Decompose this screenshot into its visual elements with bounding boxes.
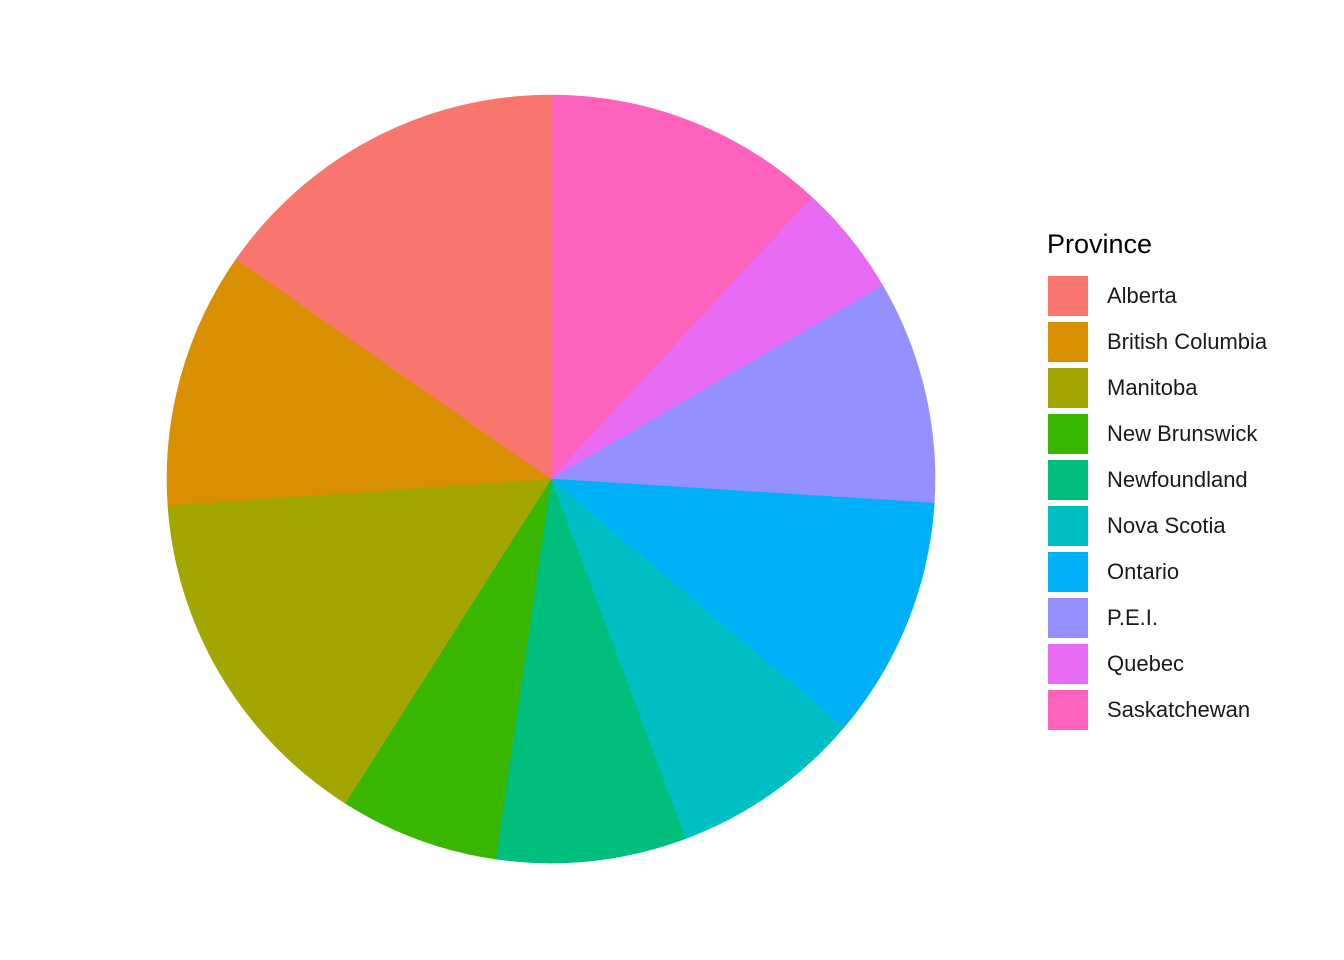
legend-label: Nova Scotia [1107, 513, 1226, 538]
legend-item-new-brunswick: New Brunswick [1047, 411, 1267, 457]
pie-slice-p-e-i [549, 285, 936, 504]
legend-label: Quebec [1107, 651, 1185, 676]
legend-item-saskatchewan: Saskatchewan [1047, 687, 1267, 733]
legend-label: New Brunswick [1107, 421, 1258, 446]
legend-item-p-e-i: P.E.I. [1047, 595, 1267, 641]
pie-slice-alberta [235, 94, 552, 480]
legend-item-newfoundland: Newfoundland [1047, 457, 1267, 503]
legend-item-manitoba: Manitoba [1047, 365, 1267, 411]
pie-slice-manitoba [167, 478, 552, 804]
legend-label: Saskatchewan [1107, 697, 1251, 722]
legend-label: Alberta [1107, 283, 1177, 308]
legend-key-new-brunswick [1047, 413, 1089, 455]
legend: Province Alberta British Columbia Manitoba… [1047, 228, 1267, 733]
legend-label: Ontario [1107, 559, 1180, 584]
legend-label: Newfoundland [1107, 467, 1248, 492]
legend-label: Manitoba [1107, 375, 1198, 400]
legend-key-alberta [1047, 275, 1089, 317]
pie-slice-newfoundland [495, 478, 686, 864]
legend-key-newfoundland [1047, 459, 1089, 501]
legend-items: Alberta British Columbia Manitoba New Bruns… [1047, 273, 1267, 733]
pie-slice-nova-scotia [550, 478, 845, 840]
legend-key-p-e-i [1047, 597, 1089, 639]
legend-key-nova-scotia [1047, 505, 1089, 547]
pie-slice-british-columbia [166, 258, 552, 506]
legend-title: Province [1047, 229, 1153, 259]
pie-slice-saskatchewan [550, 94, 813, 480]
legend-key-quebec [1047, 643, 1089, 685]
legend-item-british-columbia: British Columbia [1047, 319, 1267, 365]
legend-key-ontario [1047, 551, 1089, 593]
legend-item-nova-scotia: Nova Scotia [1047, 503, 1267, 549]
legend-label: P.E.I. [1107, 605, 1158, 630]
pie-slice-new-brunswick [344, 478, 552, 860]
legend-key-british-columbia [1047, 321, 1089, 363]
legend-item-alberta: Alberta [1047, 273, 1267, 319]
legend-label: British Columbia [1107, 329, 1268, 354]
pie-slice-ontario [550, 478, 935, 728]
legend-key-manitoba [1047, 367, 1089, 409]
legend-item-quebec: Quebec [1047, 641, 1267, 687]
legend-key-saskatchewan [1047, 689, 1089, 731]
legend-item-ontario: Ontario [1047, 549, 1267, 595]
